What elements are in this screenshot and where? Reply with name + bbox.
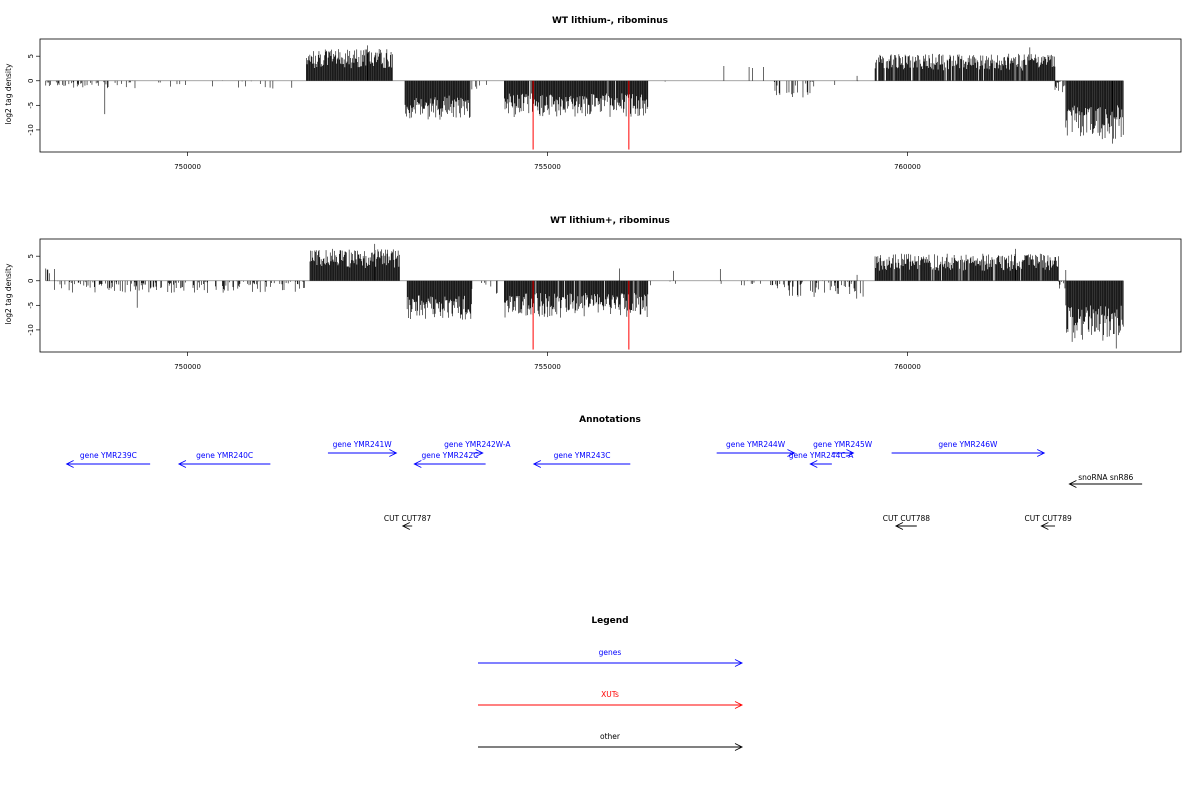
feature-gene-ymr241w: gene YMR241W bbox=[327, 440, 398, 457]
y-tick-label: 0 bbox=[27, 79, 35, 83]
feature-arrow-head-icon bbox=[65, 460, 74, 468]
feature-gene-ymr243c: gene YMR243C bbox=[532, 451, 631, 468]
feature-gene-ymr242c: gene YMR242C bbox=[413, 451, 486, 468]
y-axis-label: log2 tag density bbox=[4, 263, 13, 324]
feature-label: gene YMR239C bbox=[80, 451, 137, 460]
feature-gene-ymr244c-a: gene YMR244C-A bbox=[789, 451, 854, 468]
legend-arrow-head-icon bbox=[734, 701, 744, 709]
density-bars bbox=[45, 45, 1124, 144]
y-axis: 5 0 -5 -10 bbox=[27, 54, 40, 136]
density-bar-series bbox=[45, 243, 1124, 349]
feature-label: gene YMR244W bbox=[726, 440, 786, 449]
feature-label: gene YMR244C-A bbox=[789, 451, 854, 460]
feature-gene-ymr240c: gene YMR240C bbox=[177, 451, 271, 468]
feature-gene-ymr246w: gene YMR246W bbox=[891, 440, 1046, 457]
y-axis: 5 0 -5 -10 bbox=[27, 254, 40, 336]
x-tick-label: 755000 bbox=[534, 363, 561, 371]
legend-arrow-head-icon bbox=[734, 659, 744, 667]
legend-arrow-head-icon bbox=[734, 743, 744, 751]
x-axis: 750000 755000 760000 bbox=[174, 152, 921, 171]
feature-label: gene YMR240C bbox=[196, 451, 253, 460]
legend-item-other: other bbox=[478, 732, 744, 751]
y-tick-label: 5 bbox=[27, 54, 35, 58]
legend-title: Legend bbox=[591, 616, 628, 626]
y-tick-label: -10 bbox=[27, 324, 35, 335]
legend: Legend genes XUTs other bbox=[478, 616, 744, 751]
feature-label: CUT CUT788 bbox=[883, 514, 931, 523]
feature-label: gene YMR242W-A bbox=[444, 440, 511, 449]
feature-label: gene YMR246W bbox=[938, 440, 998, 449]
feature-gene-ymr244w: gene YMR244W bbox=[716, 440, 796, 457]
feature-label: gene YMR241W bbox=[333, 440, 393, 449]
feature-list: gene YMR239C gene YMR240C gene YMR241W gene… bbox=[65, 440, 1143, 530]
legend-label: genes bbox=[599, 648, 622, 657]
feature-label: CUT CUT789 bbox=[1025, 514, 1073, 523]
feature-arrow-head-icon bbox=[177, 460, 187, 468]
annotations-track: Annotations gene YMR239C gene YMR240Cgene… bbox=[65, 415, 1143, 530]
feature-label: snoRNA snR86 bbox=[1078, 473, 1133, 482]
y-axis-label: log2 tag density bbox=[4, 63, 13, 124]
feature-cut-cut787: CUT CUT787 bbox=[384, 514, 432, 530]
x-tick-label: 750000 bbox=[174, 363, 201, 371]
feature-label: gene YMR245W bbox=[813, 440, 873, 449]
feature-arrow-head-icon bbox=[809, 460, 818, 468]
y-tick-label: 0 bbox=[27, 279, 35, 283]
density-bar-series bbox=[45, 45, 1124, 144]
plot-frame bbox=[39, 238, 1182, 353]
feature-snorna-snr86: snoRNA snR86 bbox=[1068, 473, 1143, 488]
y-tick-label: -5 bbox=[27, 302, 35, 309]
feature-arrow-head-icon bbox=[1040, 522, 1049, 530]
feature-arrow-head-icon bbox=[846, 449, 855, 457]
xut-markers bbox=[532, 280, 630, 350]
feature-arrow-head-icon bbox=[1037, 449, 1046, 457]
feature-arrow-head-icon bbox=[401, 522, 411, 530]
legend-item-genes: genes bbox=[478, 648, 744, 667]
feature-arrow-head-icon bbox=[532, 460, 542, 468]
feature-arrow-head-icon bbox=[894, 522, 904, 530]
y-tick-label: -10 bbox=[27, 124, 35, 135]
legend-items: genes XUTs other bbox=[478, 648, 744, 751]
legend-label: XUTs bbox=[601, 690, 619, 699]
feature-label: gene YMR242C bbox=[421, 451, 478, 460]
track-panel-lithium-plus: WT lithium+, ribominus log2 tag density … bbox=[4, 216, 1182, 371]
y-tick-label: -5 bbox=[27, 102, 35, 109]
y-tick-label: 5 bbox=[27, 254, 35, 258]
track-title: WT lithium+, ribominus bbox=[550, 216, 670, 226]
plot-frame bbox=[39, 38, 1182, 153]
annotations-title: Annotations bbox=[579, 415, 641, 425]
feature-gene-ymr245w: gene YMR245W bbox=[813, 440, 873, 457]
feature-arrow-head-icon bbox=[413, 460, 422, 468]
legend-label: other bbox=[600, 732, 621, 741]
x-axis: 750000 755000 760000 bbox=[174, 352, 921, 371]
feature-label: gene YMR243C bbox=[554, 451, 611, 460]
feature-arrow-head-icon bbox=[389, 449, 398, 457]
feature-arrow-head-icon bbox=[475, 449, 484, 457]
feature-arrow-head-icon bbox=[1068, 480, 1077, 488]
feature-cut-cut788: CUT CUT788 bbox=[883, 514, 931, 530]
feature-arrow-head-icon bbox=[787, 449, 796, 457]
x-tick-label: 760000 bbox=[894, 363, 921, 371]
track-title: WT lithium-, ribominus bbox=[552, 16, 668, 26]
feature-cut-cut789: CUT CUT789 bbox=[1025, 514, 1073, 530]
density-bars bbox=[45, 243, 1124, 349]
x-tick-label: 750000 bbox=[174, 163, 201, 171]
legend-item-xuts: XUTs bbox=[478, 690, 744, 709]
feature-gene-ymr242w-a: gene YMR242W-A bbox=[444, 440, 511, 457]
track-panel-lithium-minus: WT lithium-, ribominus log2 tag density … bbox=[4, 16, 1182, 171]
xut-markers bbox=[532, 80, 630, 150]
x-tick-label: 760000 bbox=[894, 163, 921, 171]
feature-gene-ymr239c: gene YMR239C bbox=[65, 451, 151, 468]
feature-label: CUT CUT787 bbox=[384, 514, 432, 523]
x-tick-label: 755000 bbox=[534, 163, 561, 171]
